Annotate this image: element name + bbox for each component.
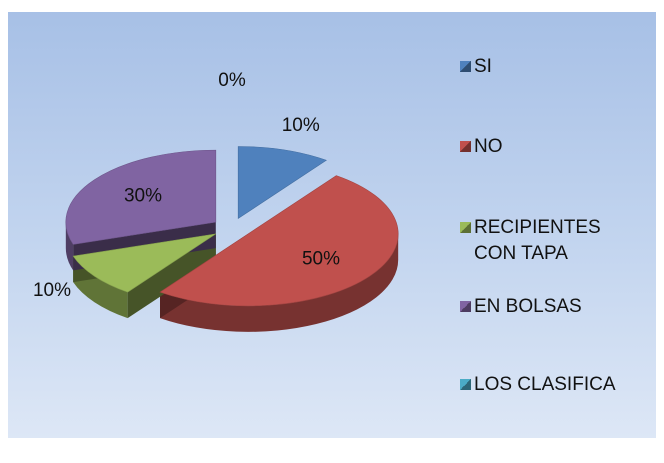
data-label: 30% [124,186,162,207]
legend-label: LOS CLASIFICA [474,374,616,395]
data-label: 10% [33,280,71,301]
legend-item: SI [460,54,654,80]
legend-label: EN BOLSAS [474,296,582,317]
data-label: 0% [218,70,246,91]
legend-item: RECIPIENTES CON TAPA [460,215,654,267]
legend-label: SI [474,56,492,77]
slice [72,233,216,293]
data-label: 50% [302,248,340,269]
legend-item: EN BOLSAS [460,294,654,320]
slice [159,175,399,307]
legend-item: LOS CLASIFICA [460,372,654,398]
slice-side [160,233,399,332]
legend-swatch [460,379,471,390]
legend-item: NO [460,134,654,160]
slice [65,149,217,245]
legend-swatch [460,301,471,312]
legend-swatch [460,141,471,152]
slice [237,146,328,220]
legend-label: RECIPIENTES CON TAPA [474,217,601,264]
data-label: 10% [282,115,320,136]
legend-label: NO [474,136,503,157]
legend-swatch [460,222,471,233]
legend-swatch [460,61,471,72]
